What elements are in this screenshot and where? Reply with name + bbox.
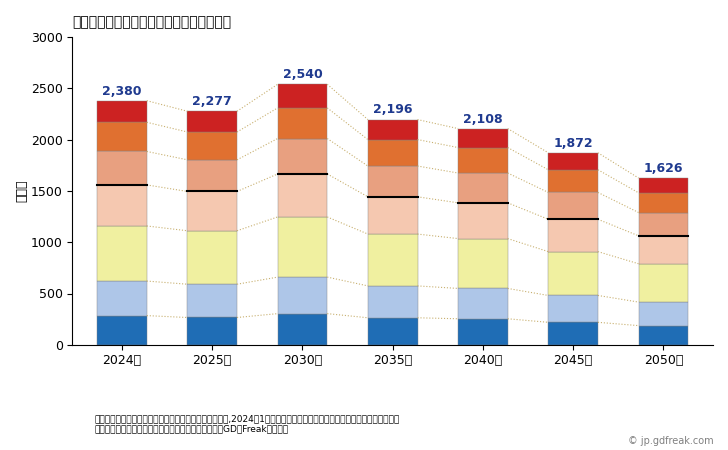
Bar — [277, 108, 328, 139]
Bar — [368, 234, 417, 286]
Bar — [548, 219, 598, 252]
Bar — [638, 326, 688, 345]
Bar — [97, 226, 147, 281]
Text: 出所：実績値は「介護事業状況報告月報」（厚生労働省,2024年1月）。推計値は「全国又は都道府県の男女・年齢階層別
要介護度別平均認定率を当域内人口構成に当ては: 出所：実績値は「介護事業状況報告月報」（厚生労働省,2024年1月）。推計値は「… — [95, 414, 400, 433]
Bar — [638, 212, 688, 236]
Bar — [638, 193, 688, 212]
Bar — [97, 185, 147, 226]
Bar — [187, 318, 237, 345]
Bar — [277, 314, 328, 345]
Bar — [368, 140, 417, 166]
Bar — [187, 231, 237, 284]
Bar — [187, 160, 237, 191]
Bar — [277, 174, 328, 217]
Text: 1,872: 1,872 — [553, 137, 593, 150]
Bar — [458, 238, 507, 288]
Bar — [97, 152, 147, 185]
Text: 2,196: 2,196 — [373, 104, 413, 117]
Bar — [638, 264, 688, 302]
Bar — [548, 153, 598, 170]
Bar — [368, 166, 417, 197]
Bar — [368, 120, 417, 140]
Text: © jp.gdfreak.com: © jp.gdfreak.com — [628, 436, 713, 446]
Bar — [368, 318, 417, 345]
Bar — [187, 132, 237, 160]
Text: 2,108: 2,108 — [463, 112, 503, 126]
Bar — [277, 277, 328, 314]
Bar — [548, 193, 598, 219]
Text: 2,380: 2,380 — [102, 85, 142, 98]
Bar — [458, 129, 507, 148]
Bar — [638, 236, 688, 264]
Bar — [97, 101, 147, 122]
Bar — [548, 322, 598, 345]
Bar — [277, 84, 328, 108]
Bar — [638, 302, 688, 326]
Bar — [187, 284, 237, 318]
Bar — [548, 170, 598, 193]
Bar — [458, 203, 507, 239]
Bar — [277, 139, 328, 174]
Text: 2,277: 2,277 — [192, 95, 232, 108]
Bar — [97, 281, 147, 315]
Bar — [548, 252, 598, 296]
Bar — [548, 296, 598, 322]
Text: 2,540: 2,540 — [282, 68, 323, 81]
Bar — [277, 217, 328, 277]
Bar — [97, 315, 147, 345]
Text: 輪島市の要介護（要支援）者数の将来推計: 輪島市の要介護（要支援）者数の将来推計 — [72, 15, 232, 29]
Bar — [458, 319, 507, 345]
Y-axis label: ［人］: ［人］ — [15, 180, 28, 202]
Bar — [187, 111, 237, 132]
Bar — [458, 173, 507, 203]
Bar — [368, 286, 417, 318]
Bar — [458, 148, 507, 173]
Bar — [368, 197, 417, 234]
Bar — [97, 122, 147, 152]
Bar — [638, 178, 688, 193]
Bar — [458, 288, 507, 319]
Text: 1,626: 1,626 — [644, 162, 683, 175]
Bar — [187, 191, 237, 231]
